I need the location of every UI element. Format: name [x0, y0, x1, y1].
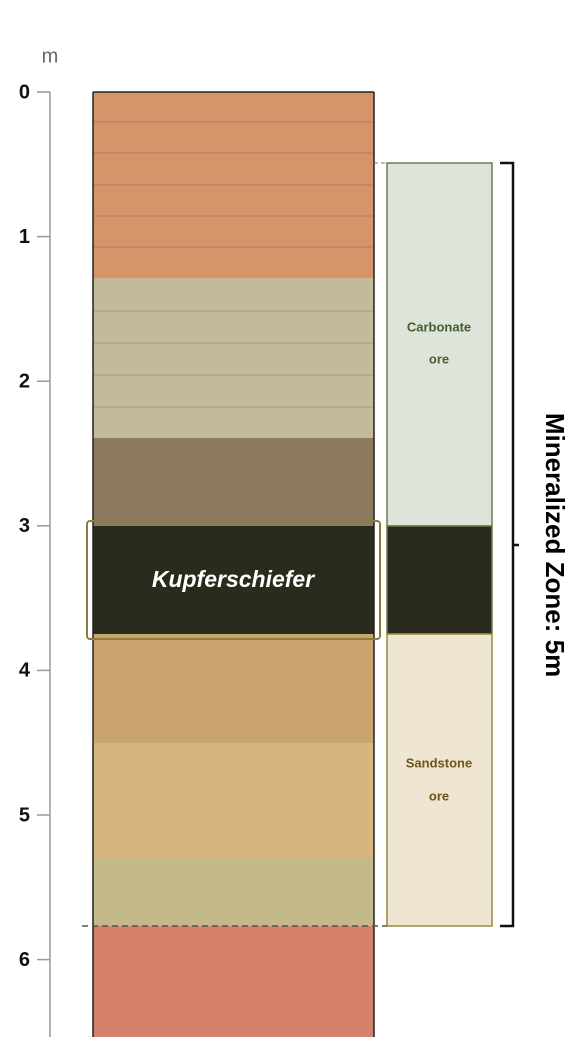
ore-label: ore	[429, 351, 449, 366]
tick-label: 3	[19, 515, 30, 537]
tick-label: 1	[19, 226, 30, 248]
bracket	[500, 163, 519, 926]
tick-label: 5	[19, 804, 30, 826]
ore-label: Sandstone	[406, 755, 472, 770]
layer	[93, 743, 374, 858]
stratigraphic-column: Kupferschiefer Carbonate ore Sandstone o…	[0, 0, 573, 1037]
layer	[93, 438, 374, 526]
bracket-label: Mineralized Zone: 5m	[540, 413, 570, 677]
layer	[93, 634, 374, 743]
tick-label: 0	[19, 81, 30, 103]
ore-label: ore	[429, 788, 449, 803]
column-label: Kupferschiefer	[152, 566, 315, 592]
ore-label: Carbonate	[407, 319, 471, 334]
ore-zones: Carbonate ore Sandstone ore	[387, 163, 492, 926]
kupferschiefer-zone	[387, 526, 492, 634]
depth-axis: m 0 1 2 3 4 5 6	[19, 45, 58, 1037]
carbonate-ore-zone	[387, 163, 492, 526]
layer	[93, 858, 374, 926]
layers: Kupferschiefer	[87, 92, 380, 1037]
axis-unit: m	[42, 45, 59, 67]
tick-label: 6	[19, 949, 30, 971]
layer	[93, 278, 374, 438]
layer	[93, 926, 374, 1037]
sandstone-ore-zone	[387, 634, 492, 926]
tick-label: 2	[19, 370, 30, 392]
tick-label: 4	[19, 660, 31, 682]
